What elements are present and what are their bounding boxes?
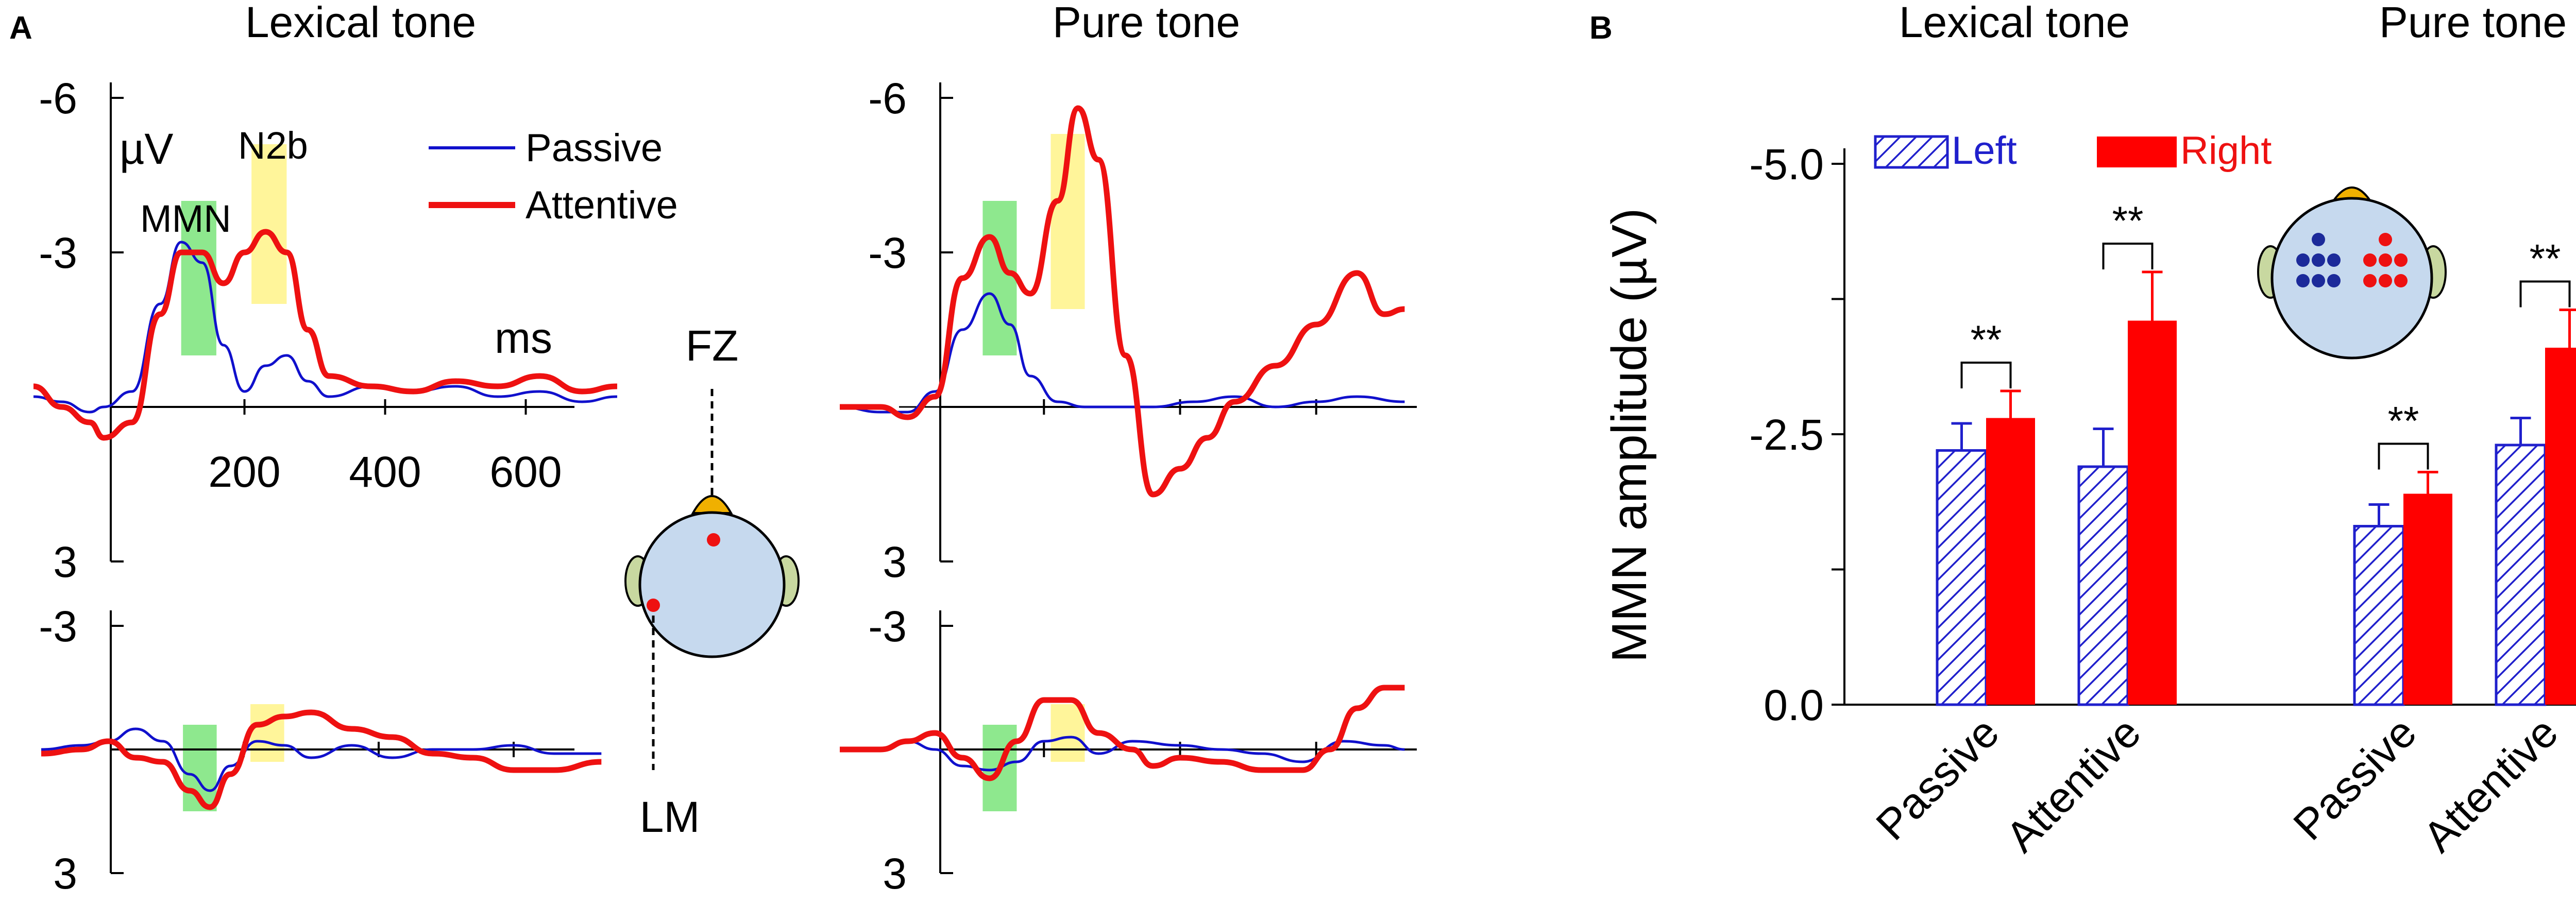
window-n2b xyxy=(250,704,284,762)
waveform-passive xyxy=(840,736,1405,772)
legend-left-swatch xyxy=(1874,135,1949,169)
fz-label: FZ xyxy=(686,321,739,370)
y-tick-label: 3 xyxy=(53,849,77,898)
bar-left-attentive-3 xyxy=(2495,444,2547,706)
electrode-cluster-head-diagram xyxy=(2257,186,2447,360)
x-tick-label: 400 xyxy=(349,448,421,496)
legend-right-label: Right xyxy=(2180,129,2272,173)
electrode-head-diagram: FZ LM xyxy=(624,321,800,841)
bar-y-tick-label: -2.5 xyxy=(1749,411,1824,459)
head-icon-b xyxy=(2270,197,2433,360)
unit-label: µV xyxy=(120,125,173,173)
mmn-window-label: MMN xyxy=(140,197,231,240)
significance-marker: ** xyxy=(1971,317,2002,362)
head-icon xyxy=(638,511,786,658)
pure-tone-title-a: Pure tone xyxy=(1053,0,1240,46)
y-tick-label: 3 xyxy=(883,538,907,586)
left-electrode-cluster xyxy=(2296,233,2341,287)
window-n2b xyxy=(251,144,287,304)
erp-plot-pure-fz: -6 -3 3 xyxy=(839,74,1417,586)
waveform-attentive xyxy=(33,229,618,441)
legend-passive-label: Passive xyxy=(526,126,663,170)
bar-y-tick-label: -5.0 xyxy=(1749,140,1824,189)
legend-left-label: Left xyxy=(1952,129,2017,173)
mmn-amplitude-bar-chart: 0.0 -2.5 -5.0 ** Passive ** Attentive ** Passive… xyxy=(1749,140,2576,861)
legend-attentive-label: Attentive xyxy=(526,183,678,227)
fz-electrode xyxy=(707,533,720,547)
significance-bracket xyxy=(2102,243,2154,269)
waveform-attentive xyxy=(41,709,602,810)
panel-b-letter: B xyxy=(1589,10,1613,46)
category-label-passive: Passive xyxy=(2284,708,2425,849)
erp-plot-lexical-fz: -6 -3 3 200 400 600 xyxy=(33,74,618,586)
window-n2b xyxy=(1050,704,1085,762)
waveform-passive xyxy=(839,292,1405,414)
x-tick-label: 200 xyxy=(208,448,280,496)
y-tick-label: -3 xyxy=(39,602,77,651)
window-mmn xyxy=(982,201,1017,355)
category-label-attentive: Attentive xyxy=(2414,708,2567,861)
bar-right-attentive-3 xyxy=(2545,348,2576,705)
bar-left-passive-2 xyxy=(2353,525,2405,706)
waveform-passive xyxy=(33,241,617,414)
legend-right-swatch xyxy=(2097,137,2177,167)
erp-legend: Passive Attentive xyxy=(429,126,678,227)
bar-left-attentive-1 xyxy=(2077,465,2129,706)
category-label-attentive: Attentive xyxy=(1996,708,2150,861)
category-label-passive: Passive xyxy=(1867,708,2008,849)
y-tick-label: -3 xyxy=(868,229,907,277)
n2b-window-label: N2b xyxy=(238,124,308,167)
lm-label: LM xyxy=(640,793,700,841)
bar-right-passive-2 xyxy=(2403,493,2452,705)
time-unit-label: ms xyxy=(495,314,552,362)
x-tick-label: 600 xyxy=(489,448,562,496)
bar-y-tick-label: 0.0 xyxy=(1764,681,1824,729)
significance-marker: ** xyxy=(2112,198,2144,243)
bar-right-attentive-1 xyxy=(2128,320,2177,705)
waveform-attentive xyxy=(840,685,1405,781)
y-tick-label: -6 xyxy=(868,74,907,123)
lexical-tone-title-a: Lexical tone xyxy=(245,0,476,46)
pure-tone-title-b: Pure tone xyxy=(2379,0,2567,46)
bar-left-passive-0 xyxy=(1936,449,1988,706)
y-tick-label: -3 xyxy=(39,229,77,277)
significance-bracket xyxy=(2519,280,2571,308)
y-tick-label: 3 xyxy=(53,538,77,586)
right-electrode-cluster xyxy=(2363,233,2408,287)
bar-chart-y-axis-label: MMN amplitude (µV) xyxy=(1602,208,1657,662)
y-tick-label: -3 xyxy=(868,602,907,651)
window-mmn xyxy=(181,201,216,355)
lexical-tone-title-b: Lexical tone xyxy=(1899,0,2130,46)
panel-a-letter: A xyxy=(9,10,32,46)
nose-icon xyxy=(691,495,733,514)
significance-marker: ** xyxy=(2530,236,2561,281)
significance-marker: ** xyxy=(2388,398,2419,444)
y-tick-label: 3 xyxy=(883,849,907,898)
waveform-passive xyxy=(41,727,602,792)
y-tick-label: -6 xyxy=(39,74,77,123)
significance-bracket xyxy=(1960,362,2012,388)
erp-plot-lexical-lm: -3 3 xyxy=(39,602,602,898)
bar-legend: Left Right xyxy=(1874,129,2272,173)
bar-right-passive-0 xyxy=(1986,418,2035,705)
erp-plot-pure-lm: -3 3 xyxy=(840,602,1417,898)
lm-electrode xyxy=(647,599,660,612)
waveform-attentive xyxy=(839,105,1405,498)
significance-bracket xyxy=(2378,442,2429,470)
